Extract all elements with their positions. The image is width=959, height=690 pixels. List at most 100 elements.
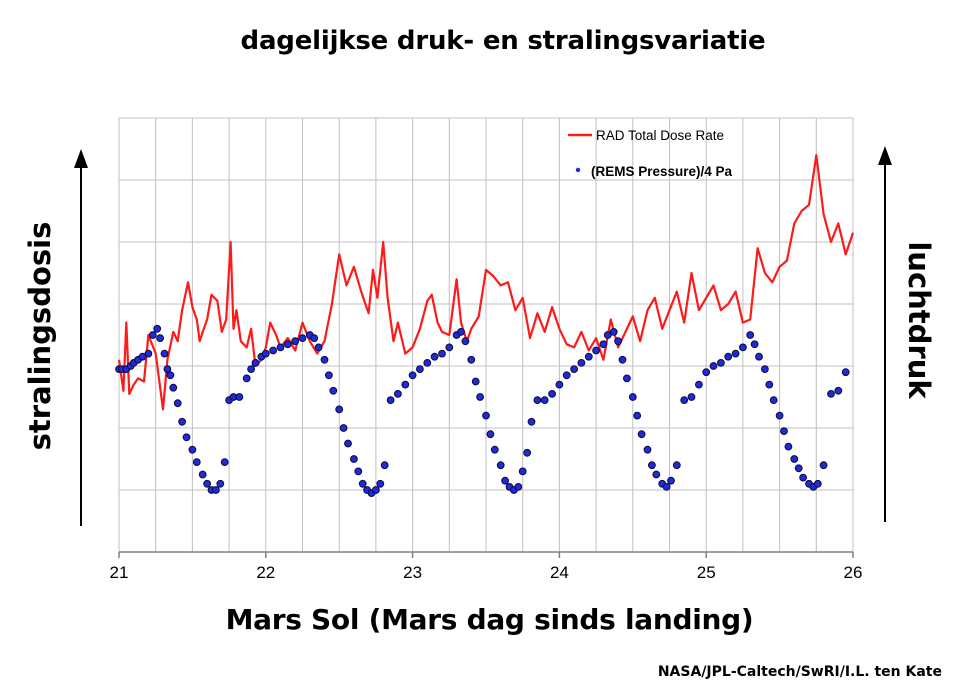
pressure-point xyxy=(380,461,389,470)
pressure-point xyxy=(471,377,480,386)
pressure-point xyxy=(386,396,395,405)
pressure-point xyxy=(156,334,165,343)
pressure-point xyxy=(794,464,803,473)
pressure-point xyxy=(739,343,747,352)
pressure-point xyxy=(501,476,510,485)
pressure-point xyxy=(761,365,769,374)
pressure-point xyxy=(423,359,432,367)
pressure-point xyxy=(320,355,329,364)
pressure-point xyxy=(614,337,622,346)
pressure-point xyxy=(476,393,485,401)
pressure-point xyxy=(344,439,352,448)
pressure-point xyxy=(160,349,169,358)
legend-label-radiation: RAD Total Dose Rate xyxy=(596,128,724,143)
pressure-point xyxy=(662,483,671,491)
pressure-point xyxy=(648,461,656,470)
pressure-point xyxy=(518,467,527,476)
pressure-point xyxy=(609,328,618,336)
pressure-point xyxy=(618,355,627,364)
pressure-point xyxy=(548,390,556,398)
left-up-arrow xyxy=(74,149,88,526)
pressure-point xyxy=(784,442,793,451)
pressure-point xyxy=(533,396,542,405)
pressure-point xyxy=(813,479,822,488)
pressure-point xyxy=(592,346,600,355)
pressure-point xyxy=(138,352,147,361)
pressure-point xyxy=(584,352,593,361)
pressure-point xyxy=(354,467,363,476)
pressure-point xyxy=(827,390,835,398)
pressure-point xyxy=(358,479,367,488)
x-tick-label: 23 xyxy=(403,563,422,582)
x-axis-label: Mars Sol (Mars dag sinds landing) xyxy=(225,603,754,636)
pressure-point xyxy=(173,399,182,408)
pressure-point xyxy=(192,458,201,467)
pressure-point xyxy=(643,445,652,454)
pressure-point xyxy=(672,461,681,470)
pressure-point xyxy=(438,349,446,358)
image-credit: NASA/JPL-Caltech/SwRI/I.L. ten Kate xyxy=(657,664,942,680)
pressure-point xyxy=(148,331,157,339)
pressure-point xyxy=(562,371,571,380)
pressure-point xyxy=(166,371,175,380)
pressure-point xyxy=(188,445,197,454)
pressure-point xyxy=(680,396,689,405)
pressure-point xyxy=(486,430,495,439)
y-axis-label-right: luchtdruk xyxy=(902,241,936,399)
pressure-point xyxy=(769,396,778,405)
pressure-point xyxy=(799,473,807,482)
pressure-point xyxy=(717,359,725,367)
pressure-point xyxy=(212,486,220,494)
pressure-point xyxy=(283,340,292,349)
x-tick-label: 26 xyxy=(844,563,863,582)
radiation-series xyxy=(117,154,855,411)
pressure-point xyxy=(755,352,763,361)
pressure-point xyxy=(490,445,499,454)
pressure-point xyxy=(577,359,586,367)
pressure-point xyxy=(220,458,229,467)
x-tick-label: 25 xyxy=(697,563,716,582)
pressure-point xyxy=(251,359,260,367)
pressure-point xyxy=(527,417,536,426)
pressure-point xyxy=(169,383,178,392)
pressure-point xyxy=(540,396,549,405)
pressure-point xyxy=(667,476,675,485)
pressure-point xyxy=(496,461,505,470)
pressure-point xyxy=(153,324,162,333)
legend: RAD Total Dose Rate (REMS Pressure)/4 Pa xyxy=(568,128,733,179)
pressure-point xyxy=(834,386,843,395)
pressure-point xyxy=(570,365,578,374)
pressure-point xyxy=(182,433,191,442)
pressure-point xyxy=(235,393,244,401)
pressure-point xyxy=(329,386,338,395)
pressure-point xyxy=(310,334,319,343)
pressure-point xyxy=(652,470,661,479)
pressure-point xyxy=(695,380,703,389)
pressure-point xyxy=(350,455,358,463)
pressure-point xyxy=(445,343,454,352)
pressure-point xyxy=(203,479,212,488)
pressure-point xyxy=(339,424,348,432)
pressure-point xyxy=(750,340,759,349)
y-axis-label-left: stralingsdosis xyxy=(23,221,57,451)
pressure-point xyxy=(314,343,323,352)
pressure-point xyxy=(623,374,631,383)
pressure-point xyxy=(790,455,799,463)
pressure-point xyxy=(633,411,642,420)
pressure-point xyxy=(216,479,225,488)
pressure-point xyxy=(335,405,344,414)
pressure-point xyxy=(144,349,153,358)
pressure-point xyxy=(461,337,470,346)
pressure-point xyxy=(467,355,476,364)
x-tick-labels: 21 22 23 24 25 26 xyxy=(110,563,863,582)
pressure-point xyxy=(247,365,256,374)
pressure-point xyxy=(724,352,733,361)
pressure-point xyxy=(325,371,333,380)
radiation-line xyxy=(117,154,855,411)
pressure-point xyxy=(416,365,424,374)
pressure-point xyxy=(291,337,300,346)
pressure-point xyxy=(163,365,172,374)
pressure-point xyxy=(408,371,417,380)
pressure-point xyxy=(775,411,784,420)
legend-label-pressure: (REMS Pressure)/4 Pa xyxy=(591,164,733,179)
